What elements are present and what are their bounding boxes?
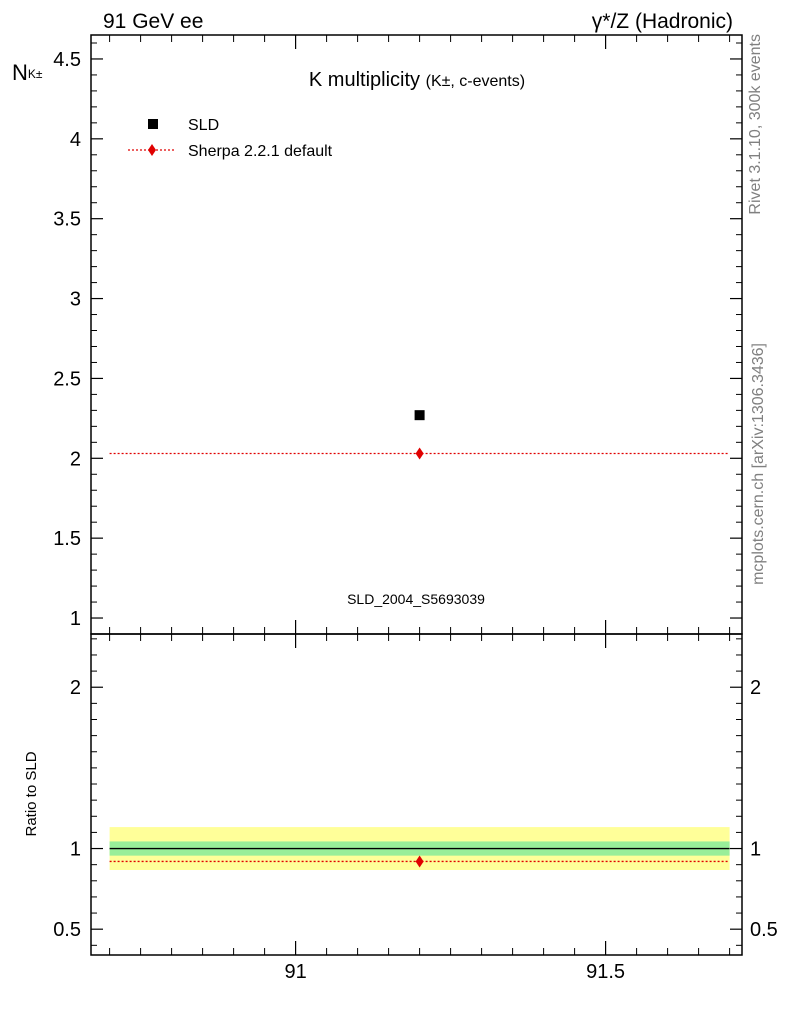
sherpa-ratio-point [415, 855, 424, 868]
sherpa-point [415, 447, 424, 460]
main-ytick-label: 2.5 [53, 368, 81, 390]
analysis-watermark: SLD_2004_S5693039 [347, 591, 485, 607]
legend: SLD Sherpa 2.2.1 default [128, 117, 333, 160]
ratio-plot-frame [90, 633, 743, 956]
header-right: γ*/Z (Hadronic) [592, 10, 733, 33]
plot-title-sub: (K±, c-events) [426, 73, 525, 90]
ratio-ytick-label-left: 2 [70, 677, 81, 699]
xtick-label: 91.5 [586, 961, 625, 983]
ratio-ytick-label-right: 2 [750, 677, 761, 699]
header-left: 91 GeV ee [103, 10, 203, 33]
main-ytick-label: 3 [70, 289, 81, 311]
rivet-label: Rivet 3.1.10, 300k events [747, 34, 764, 215]
main-ytick-label: 3.5 [53, 209, 81, 231]
plot-title: K multiplicity (K±, c-events) [309, 69, 525, 91]
main-ylabel-sub: K± [28, 67, 43, 81]
main-ylabel: NK± [12, 60, 43, 85]
ratio-ytick-label-right: 1 [750, 839, 761, 861]
main-ytick-label: 4 [70, 129, 81, 151]
ratio-y-ticks: 0.5 0.5 1 1 2 2 [53, 638, 778, 946]
x-ticks: 91 91.5 [109, 35, 731, 983]
main-ytick-label: 2 [70, 448, 81, 470]
ratio-plot-panel: 0.5 0.5 1 1 2 2 91 91.5 Ratio to SLD [23, 35, 778, 983]
main-ytick-label: 4.5 [53, 49, 81, 71]
ratio-ylabel: Ratio to SLD [23, 751, 40, 836]
mcplots-label: mcplots.cern.ch [arXiv:1306.3436] [750, 343, 767, 585]
main-plot-panel: 1 1.5 2 2.5 3 3.5 4 4.5 K multiplicity (K±, c-e… [12, 34, 743, 635]
ratio-ytick-label-left: 1 [70, 839, 81, 861]
legend-label-sherpa: Sherpa 2.2.1 default [188, 143, 333, 160]
legend-marker-sld [148, 119, 158, 129]
main-ylabel-main: N [12, 60, 28, 85]
ratio-series-layer [109, 847, 730, 868]
ratio-ytick-label-right: 0.5 [750, 919, 778, 941]
legend-label-sld: SLD [188, 117, 219, 134]
main-ytick-label: 1.5 [53, 528, 81, 550]
plot-title-main: K multiplicity [309, 69, 420, 91]
xtick-label: 91 [284, 961, 306, 983]
ratio-ytick-label-left: 0.5 [53, 919, 81, 941]
main-ytick-label: 1 [70, 608, 81, 630]
main-series-layer [109, 410, 730, 460]
main-y-ticks: 1 1.5 2 2.5 3 3.5 4 4.5 [53, 42, 742, 635]
sld-point [414, 410, 425, 421]
legend-marker-sherpa [148, 144, 156, 156]
